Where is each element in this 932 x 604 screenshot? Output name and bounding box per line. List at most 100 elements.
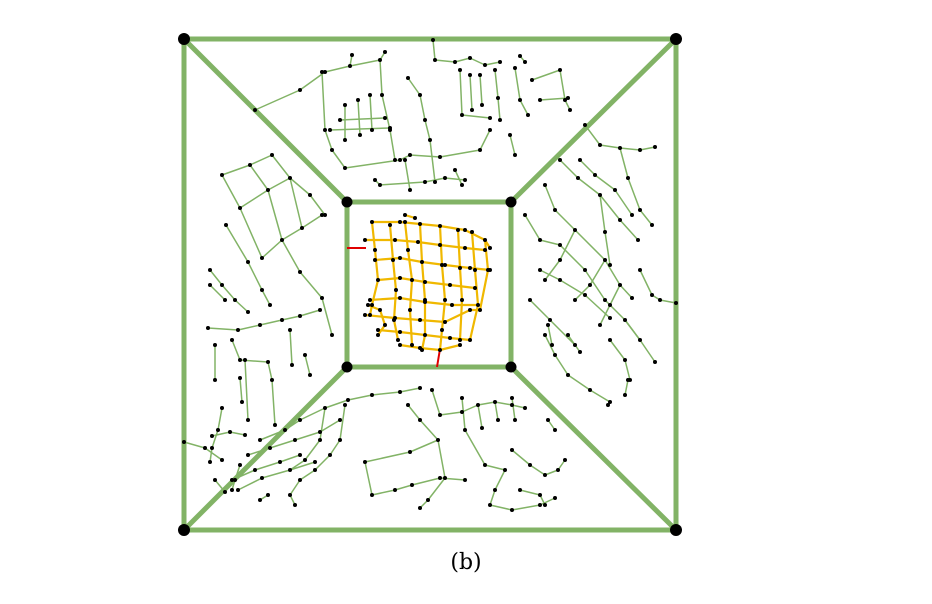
intersection-node bbox=[383, 50, 387, 54]
intersection-node bbox=[566, 333, 570, 337]
intersection-node bbox=[398, 158, 402, 162]
intersection-node bbox=[423, 280, 427, 284]
intersection-node bbox=[538, 98, 542, 102]
intersection-node bbox=[543, 183, 547, 187]
intersection-node bbox=[220, 458, 224, 462]
intersection-node bbox=[328, 128, 332, 132]
intersection-node bbox=[220, 173, 224, 177]
intersection-node bbox=[370, 493, 374, 497]
intersection-node bbox=[510, 396, 514, 400]
intersection-node bbox=[423, 298, 427, 302]
intersection-node bbox=[440, 328, 444, 332]
intersection-node bbox=[323, 70, 327, 74]
intersection-node bbox=[550, 343, 554, 347]
intersection-node bbox=[510, 508, 514, 512]
intersection-node bbox=[556, 468, 560, 472]
intersection-node bbox=[638, 338, 642, 342]
intersection-node bbox=[476, 303, 480, 307]
intersection-node bbox=[518, 54, 522, 58]
connector-south bbox=[436, 348, 441, 368]
intersection-node bbox=[573, 298, 577, 302]
intersection-node bbox=[398, 390, 402, 394]
corner-node-outer-top-right bbox=[670, 33, 682, 45]
intersection-node bbox=[456, 228, 460, 232]
intersection-node bbox=[230, 338, 234, 342]
intersection-node bbox=[266, 493, 270, 497]
intersection-node bbox=[483, 463, 487, 467]
intersection-node bbox=[433, 180, 437, 184]
intersection-node bbox=[418, 222, 422, 226]
intersection-node bbox=[410, 483, 414, 487]
intersection-node bbox=[546, 418, 550, 422]
frame-network bbox=[181, 36, 679, 533]
intersection-node bbox=[443, 263, 447, 267]
frame-corner-nodes bbox=[178, 33, 682, 536]
intersection-node bbox=[460, 298, 464, 302]
intersection-node bbox=[246, 418, 250, 422]
intersection-node bbox=[548, 318, 552, 322]
intersection-node bbox=[270, 378, 274, 382]
intersection-node bbox=[408, 153, 412, 157]
intersection-node bbox=[280, 318, 284, 322]
intersection-node bbox=[440, 263, 444, 267]
intersection-node bbox=[578, 158, 582, 162]
intersection-node bbox=[498, 60, 502, 64]
intersection-node bbox=[426, 498, 430, 502]
intersection-node bbox=[576, 176, 580, 180]
intersection-node bbox=[458, 343, 462, 347]
intersection-node bbox=[238, 206, 242, 210]
intersection-node bbox=[478, 73, 482, 77]
intersection-node bbox=[376, 333, 380, 337]
intersection-node bbox=[438, 155, 442, 159]
intersection-node bbox=[238, 463, 242, 467]
intersection-node bbox=[418, 93, 422, 97]
intersection-node bbox=[458, 68, 462, 72]
intersection-node bbox=[328, 453, 332, 457]
intersection-node bbox=[558, 258, 562, 262]
intersection-node bbox=[623, 318, 627, 322]
corner-node-inner-top-left bbox=[341, 196, 353, 208]
intersection-node bbox=[246, 260, 250, 264]
intersection-node bbox=[558, 68, 562, 72]
intersection-node bbox=[323, 128, 327, 132]
intersection-node bbox=[288, 328, 292, 332]
intersection-node bbox=[448, 336, 452, 340]
intersection-node bbox=[468, 56, 472, 60]
intersection-node bbox=[268, 446, 272, 450]
intersection-node bbox=[578, 350, 582, 354]
intersection-node bbox=[483, 248, 487, 252]
intersection-node bbox=[603, 258, 607, 262]
intersection-node bbox=[473, 268, 477, 272]
intersection-node bbox=[258, 498, 262, 502]
intersection-node bbox=[650, 293, 654, 297]
intersection-node bbox=[518, 98, 522, 102]
intersection-node bbox=[418, 386, 422, 390]
intersection-node bbox=[373, 178, 377, 182]
intersection-node bbox=[603, 298, 607, 302]
intersection-node bbox=[573, 228, 577, 232]
corner-node-outer-bottom-left bbox=[178, 524, 190, 536]
intersection-node bbox=[460, 396, 464, 400]
intersection-node bbox=[393, 238, 397, 242]
intersection-node bbox=[228, 430, 232, 434]
intersection-node bbox=[476, 403, 480, 407]
intersection-node bbox=[448, 283, 452, 287]
intersection-node bbox=[526, 113, 530, 117]
intersection-node bbox=[260, 256, 264, 260]
intersection-node bbox=[406, 76, 410, 80]
intersection-node bbox=[468, 338, 472, 342]
diagonal-top-left bbox=[181, 36, 350, 205]
intersection-node bbox=[553, 353, 557, 357]
intersection-node bbox=[486, 268, 490, 272]
intersection-node bbox=[543, 503, 547, 507]
intersection-node bbox=[318, 438, 322, 442]
intersection-node bbox=[348, 64, 352, 68]
intersection-node bbox=[460, 410, 464, 414]
intersection-node bbox=[206, 326, 210, 330]
intersection-node bbox=[538, 503, 542, 507]
intersection-node bbox=[410, 343, 414, 347]
intersection-node bbox=[298, 314, 302, 318]
intersection-node bbox=[473, 286, 477, 290]
intersection-node bbox=[436, 438, 440, 442]
intersection-node bbox=[463, 246, 467, 250]
